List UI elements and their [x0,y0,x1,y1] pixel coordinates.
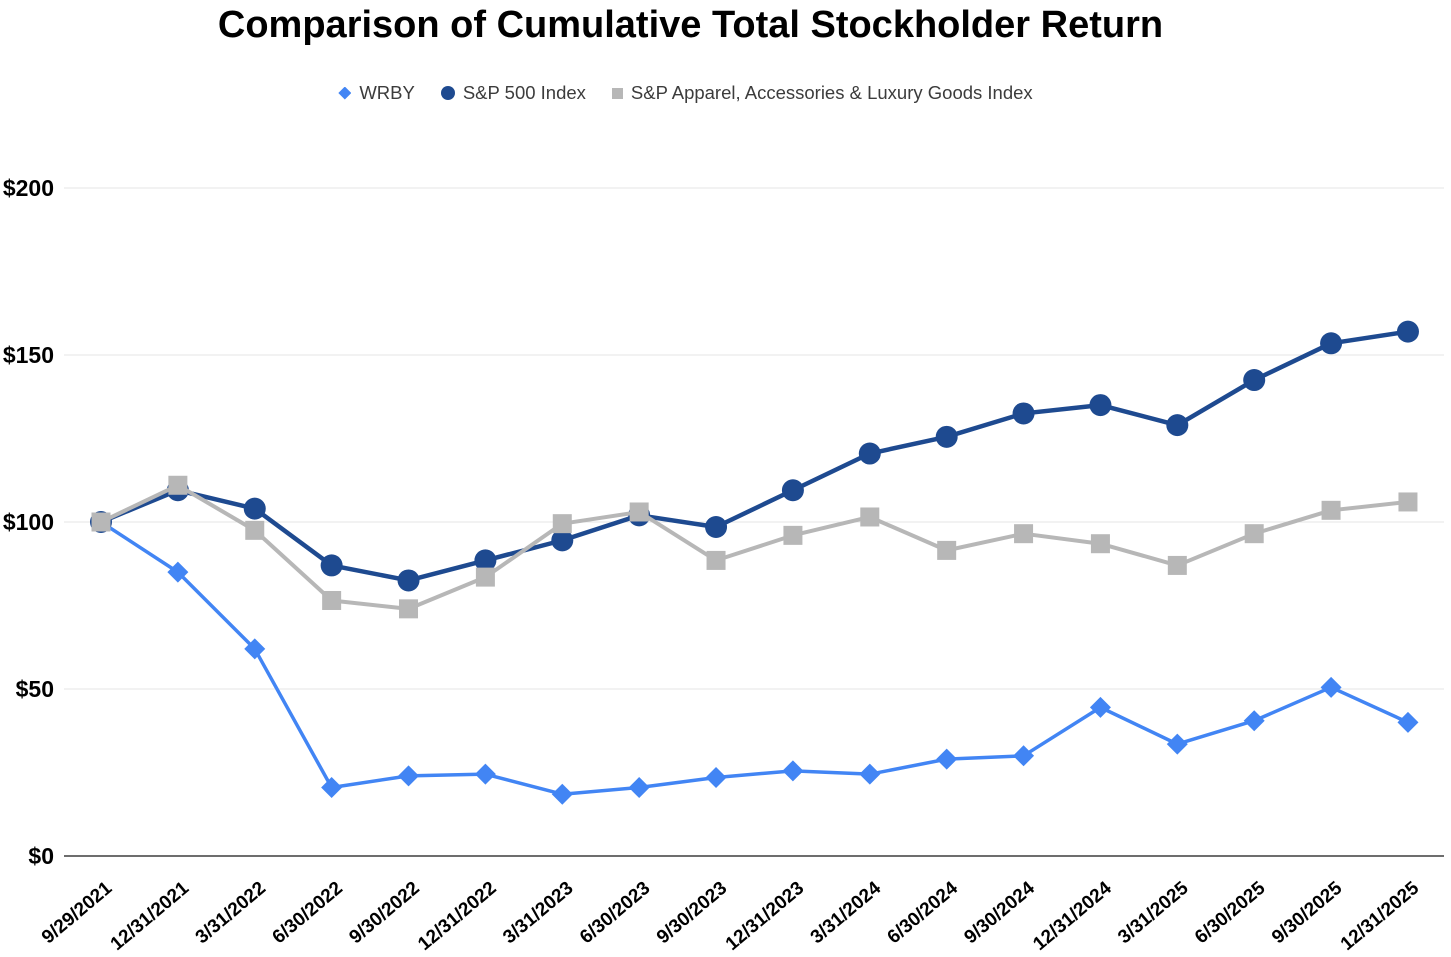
s-p-apparel-accessories-luxury-goods-index-point [629,502,649,522]
s-p-500-index-point [781,479,804,502]
s-p-apparel-accessories-luxury-goods-index-point [399,599,419,619]
x-axis-labels: 9/29/202112/31/20213/31/20226/30/20229/3… [38,877,1424,954]
x-tick-label: 9/30/2024 [961,877,1040,948]
s-p-apparel-accessories-luxury-goods-index-point [475,567,495,587]
wrby-diamond-icon [338,86,352,100]
legend-item-sp500: S&P 500 Index [440,82,586,104]
s-p-apparel-accessories-luxury-goods-index-point [783,525,803,545]
legend-label-sp500: S&P 500 Index [462,82,586,103]
s-p-500-index-point [1166,414,1189,437]
wrby-point [1320,676,1342,698]
wrby-point [244,638,266,660]
s-p-500-index-point [705,516,728,539]
wrby-point [936,748,958,770]
wrby-point [1013,745,1035,767]
x-tick-label: 6/30/2025 [1191,877,1270,948]
s-p-apparel-accessories-luxury-goods-index-point [1244,524,1264,544]
wrby-point [474,763,496,785]
s-p-500-index-point [1320,332,1343,355]
x-tick-label: 3/31/2024 [807,877,886,948]
legend-label-wrby: WRBY [359,82,415,103]
s-p-500-index-point [551,529,574,552]
wrby-point [782,760,804,782]
y-tick-label: $200 [3,175,54,201]
s-p-apparel-accessories-luxury-goods-index-point [937,540,957,560]
x-tick-label: 9/30/2022 [345,878,423,948]
s-p-apparel-accessories-luxury-goods-index-point [860,507,880,527]
s-p-apparel-accessories-luxury-goods-index-point [91,512,111,532]
s-p-500-index-point [397,569,420,592]
x-tick-label: 9/29/2021 [38,877,117,948]
s-p-500-index-point [320,554,343,577]
chart-title: Comparison of Cumulative Total Stockhold… [217,4,1164,46]
y-tick-label: $0 [28,843,54,869]
y-tick-label: $100 [3,509,54,535]
x-tick-label: 6/30/2024 [884,877,963,948]
s-p-apparel-accessories-luxury-goods-index-point [706,550,726,570]
s-p-apparel-accessories-luxury-goods-index-point [1014,524,1034,544]
wrby-point [167,561,189,583]
s-p-apparel-accessories-luxury-goods-index-point [1321,500,1341,520]
s-p-500-index-point [1012,402,1035,425]
y-tick-label: $50 [16,676,54,702]
legend-item-apparel-index: S&P Apparel, Accessories & Luxury Goods … [611,82,1033,104]
wrby-point [859,763,881,785]
s-p-500-index-point [1243,369,1266,392]
series-s-p-500-index-line [100,329,1409,583]
x-tick-label: 12/31/2021 [107,877,194,954]
s-p-apparel-accessories-luxury-goods-index-point [245,520,265,540]
s-p-500-index-point [474,549,497,572]
legend-label-apparel-index: S&P Apparel, Accessories & Luxury Goods … [630,82,1033,103]
s-p-500-index-point [858,442,881,465]
series-s-p-apparel-accessories-luxury-goods-index-line [100,483,1409,611]
s-p-500-index-point [1396,320,1419,343]
y-axis-labels: $0 $50 $100 $150 $200 [3,175,54,869]
series-s-p-500-index [90,320,1419,592]
s-p-apparel-accessories-luxury-goods-index-point [1090,534,1110,554]
s-p-apparel-accessories-luxury-goods-index-point [1167,555,1187,575]
wrby-point [628,777,650,799]
s-p-500-index-point [935,425,958,448]
wrby-point [1243,710,1265,732]
x-tick-label: 3/31/2022 [192,878,270,948]
s-p-apparel-accessories-luxury-goods-index-point [322,590,342,610]
wrby-point [551,783,573,805]
series-wrby-line [100,520,1409,796]
gridlines [64,187,1444,857]
legend: WRBY S&P 500 Index S&P Apparel, Accessor… [0,82,1371,104]
wrby-point [1166,733,1188,755]
wrby-point [705,767,727,789]
x-tick-label: 9/30/2025 [1268,877,1347,948]
wrby-point [1089,696,1111,718]
x-tick-label: 12/31/2024 [1029,877,1116,954]
series-wrby [90,511,1419,805]
s-p-500-index-point [1089,394,1112,417]
legend-item-wrby: WRBY [338,82,415,104]
s-p-500-index-point [243,497,266,520]
s-p-apparel-accessories-luxury-goods-index-point [168,475,188,495]
x-tick-label: 6/30/2022 [269,878,347,948]
x-tick-label: 12/31/2022 [414,878,500,955]
x-tick-label: 3/31/2025 [1114,877,1193,948]
x-tick-label: 9/30/2023 [653,878,731,948]
apparel-index-square-icon [611,87,623,99]
y-tick-label: $150 [3,342,54,368]
x-tick-label: 12/31/2023 [722,878,808,955]
wrby-point [321,777,343,799]
sp500-circle-icon [440,86,455,100]
x-tick-label: 6/30/2023 [576,878,654,948]
wrby-point [398,765,420,787]
wrby-point [1397,711,1419,733]
x-tick-label: 12/31/2025 [1337,877,1424,954]
x-tick-label: 3/31/2023 [499,878,577,948]
series-s-p-apparel-accessories-luxury-goods-index [91,475,1418,619]
s-p-apparel-accessories-luxury-goods-index-point [1398,492,1418,512]
s-p-apparel-accessories-luxury-goods-index-point [552,514,572,534]
